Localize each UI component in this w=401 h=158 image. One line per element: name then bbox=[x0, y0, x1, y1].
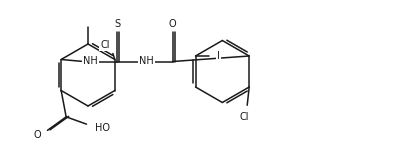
Text: I: I bbox=[217, 51, 220, 61]
Text: S: S bbox=[114, 19, 120, 29]
Text: NH: NH bbox=[139, 57, 154, 67]
Text: Cl: Cl bbox=[239, 112, 249, 122]
Text: O: O bbox=[34, 130, 41, 140]
Text: O: O bbox=[169, 19, 176, 29]
Text: HO: HO bbox=[95, 123, 109, 133]
Text: Cl: Cl bbox=[100, 40, 109, 51]
Text: NH: NH bbox=[83, 57, 98, 67]
